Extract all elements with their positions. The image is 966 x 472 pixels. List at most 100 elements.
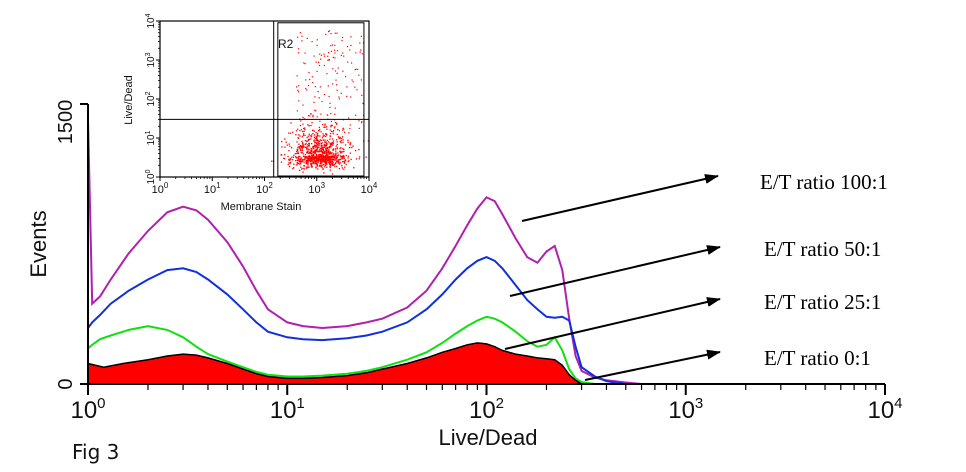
inset-point bbox=[324, 126, 326, 128]
inset-point bbox=[309, 115, 311, 117]
inset-point bbox=[311, 156, 314, 159]
inset-point bbox=[320, 157, 323, 159]
series-line-ratio-25-1 bbox=[87, 315, 596, 385]
inset-point bbox=[333, 127, 336, 129]
x-tick-label: 103 bbox=[668, 395, 703, 424]
inset-point bbox=[297, 48, 300, 50]
inset-point bbox=[326, 166, 328, 168]
inset-point bbox=[315, 150, 318, 152]
inset-point bbox=[339, 158, 341, 161]
inset-point bbox=[351, 62, 353, 64]
inset-point bbox=[321, 166, 323, 168]
inset-point bbox=[335, 84, 338, 86]
inset-point bbox=[332, 154, 334, 156]
inset-point bbox=[315, 132, 317, 134]
inset-point bbox=[321, 142, 323, 144]
inset-point bbox=[344, 131, 346, 133]
inset-point bbox=[329, 106, 331, 108]
inset-point bbox=[304, 154, 306, 156]
inset-point bbox=[304, 140, 307, 142]
inset-point bbox=[317, 146, 319, 148]
inset-point bbox=[360, 122, 363, 124]
inset-point bbox=[313, 134, 316, 136]
inset-point bbox=[343, 168, 345, 170]
inset-point bbox=[315, 140, 317, 142]
inset-point bbox=[314, 86, 316, 88]
inset-point bbox=[339, 136, 341, 139]
inset-point bbox=[321, 161, 324, 163]
inset-point bbox=[321, 137, 323, 139]
inset-point bbox=[336, 161, 338, 163]
inset-point bbox=[320, 163, 322, 165]
inset-point bbox=[321, 100, 323, 103]
inset-point bbox=[296, 152, 298, 155]
inset-point bbox=[325, 163, 327, 165]
inset-point bbox=[314, 157, 316, 159]
inset-point bbox=[312, 129, 314, 132]
inset-point bbox=[316, 116, 318, 118]
inset-point bbox=[314, 161, 317, 163]
inset-point bbox=[307, 155, 309, 158]
inset-point bbox=[306, 89, 308, 91]
inset-point bbox=[327, 157, 329, 159]
inset-point bbox=[342, 141, 344, 143]
inset-point bbox=[336, 147, 339, 149]
inset-point bbox=[335, 122, 337, 124]
inset-point bbox=[359, 42, 361, 44]
main-histogram: 100 101 102 103 104 0 1500 Events Live/Dead E… bbox=[26, 100, 903, 450]
inset-background bbox=[160, 21, 369, 177]
inset-point bbox=[328, 159, 330, 161]
inset-point bbox=[316, 163, 318, 166]
inset-point bbox=[349, 128, 351, 130]
inset-point bbox=[320, 159, 322, 161]
inset-point bbox=[292, 159, 294, 161]
inset-point bbox=[325, 126, 328, 128]
inset-point bbox=[288, 150, 290, 152]
inset-point bbox=[332, 56, 334, 58]
inset-point bbox=[308, 155, 310, 157]
inset-point bbox=[334, 57, 336, 59]
inset-point bbox=[349, 143, 351, 145]
inset-point bbox=[361, 53, 363, 55]
inset-point bbox=[312, 146, 314, 148]
inset-point bbox=[305, 87, 307, 90]
inset-point bbox=[328, 157, 330, 160]
inset-point bbox=[323, 164, 325, 166]
inset-point bbox=[343, 162, 346, 164]
inset-point bbox=[308, 142, 311, 145]
inset-point bbox=[338, 163, 341, 165]
inset-point bbox=[324, 143, 326, 146]
inset-point bbox=[325, 153, 328, 155]
inset-point bbox=[314, 149, 317, 151]
inset-point bbox=[321, 123, 324, 126]
inset-point bbox=[298, 134, 300, 136]
inset-point bbox=[284, 138, 286, 140]
inset-point bbox=[301, 40, 303, 42]
inset-point bbox=[327, 159, 329, 161]
inset-point bbox=[310, 147, 312, 150]
inset-point bbox=[340, 150, 342, 153]
inset-point bbox=[335, 152, 337, 154]
inset-point bbox=[301, 168, 303, 170]
inset-point bbox=[315, 163, 318, 165]
inset-point bbox=[318, 156, 320, 158]
inset-point bbox=[311, 166, 313, 168]
inset-point bbox=[319, 147, 321, 150]
inset-point bbox=[310, 124, 312, 127]
inset-point bbox=[334, 32, 336, 34]
inset-point bbox=[333, 49, 336, 51]
inset-point bbox=[332, 83, 334, 85]
inset-point bbox=[317, 157, 319, 159]
inset-point bbox=[330, 145, 332, 147]
inset-point bbox=[296, 163, 298, 165]
inset-point bbox=[305, 156, 307, 158]
inset-point bbox=[313, 147, 315, 149]
inset-point bbox=[319, 160, 321, 162]
inset-point bbox=[316, 148, 319, 150]
inset-point bbox=[302, 134, 305, 136]
inset-point bbox=[358, 74, 360, 76]
inset-point bbox=[344, 159, 347, 161]
inset-point bbox=[320, 131, 322, 133]
series-fill-layer bbox=[88, 342, 582, 384]
inset-point bbox=[343, 148, 345, 151]
